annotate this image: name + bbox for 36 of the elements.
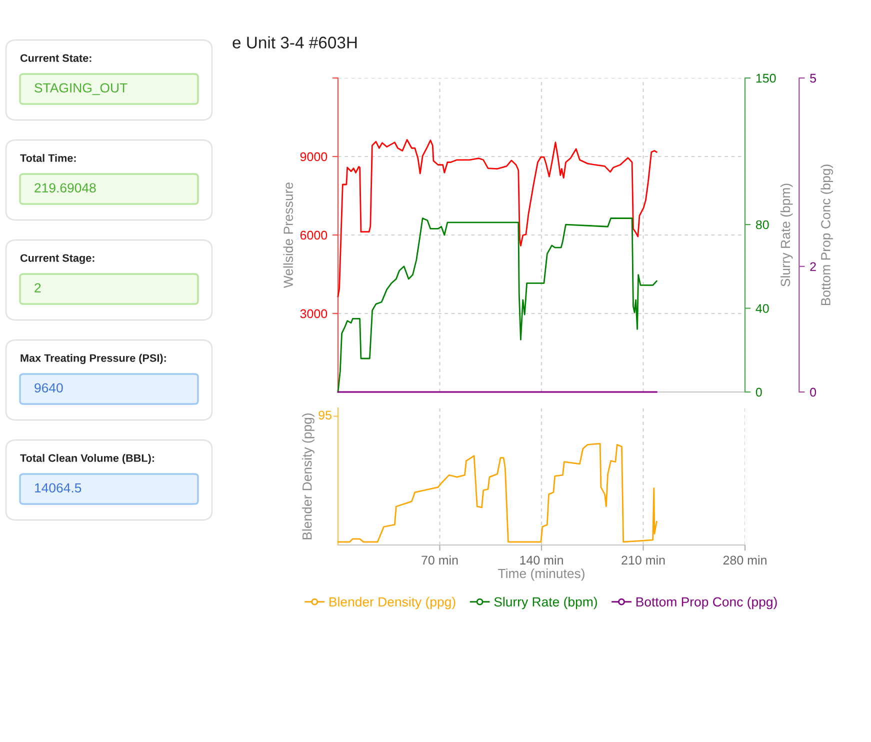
text: 2	[34, 283, 41, 292]
text: Total Clean Volume (BBL):	[20, 454, 154, 464]
y-tick-label: 9000	[300, 152, 328, 162]
text: STAGING_OUT	[34, 83, 128, 96]
x-axis-title: Time (minutes)	[498, 568, 584, 581]
text: 95	[318, 410, 332, 420]
line-series	[337, 218, 658, 393]
text: Current State:	[20, 54, 92, 62]
text: Total Time:	[20, 154, 76, 162]
legend-label: Slurry Rate (bpm)	[494, 596, 597, 610]
y2-axis-title: Slurry Rate (bpm)	[780, 184, 793, 286]
line-series	[337, 139, 658, 298]
chart-title: e Unit 3-4 #603H	[232, 36, 357, 48]
y3-tick-label: 2	[810, 262, 816, 271]
y2-tick-label: 150	[756, 74, 776, 83]
y3-tick-label: 0	[810, 388, 816, 397]
y2-tick-label: 80	[756, 220, 769, 230]
x-tick-label: 280 min	[723, 555, 766, 565]
y-tick-label: 6000	[300, 230, 328, 240]
legend-label: Blender Density (ppg)	[330, 596, 456, 610]
y-axis-title: Blender Density (ppg)	[302, 414, 314, 540]
y3-tick-label: 5	[810, 74, 816, 83]
x-tick-label: 210 min	[622, 555, 665, 565]
y2-tick-label: 40	[756, 304, 769, 313]
text: Current Stage:	[20, 254, 94, 264]
y2-tick-label: 0	[756, 388, 762, 397]
y-axis-title: Wellside Pressure	[283, 182, 294, 288]
x-tick-label: 140 min	[520, 555, 563, 565]
text: 219.69048	[34, 183, 96, 193]
y3-axis-title: Bottom Prop Conc (bpg)	[820, 164, 833, 306]
y-tick-label: 3000	[300, 309, 328, 318]
x-tick-label: 70 min	[422, 555, 458, 565]
legend-label: Bottom Prop Conc (ppg)	[636, 596, 777, 610]
text: Max Treating Pressure (PSI):	[20, 354, 166, 364]
text: 14064.5	[35, 483, 82, 493]
text: 9640	[34, 383, 63, 393]
